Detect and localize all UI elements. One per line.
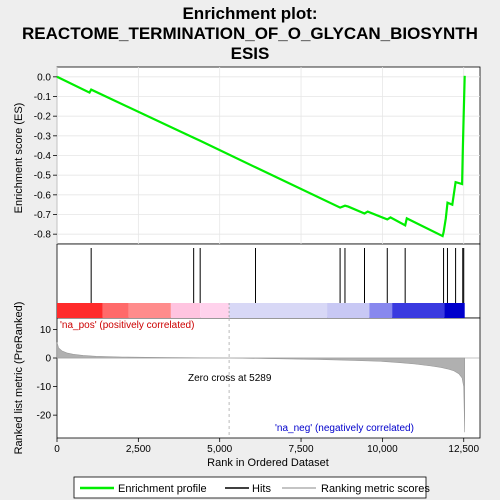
colorbar-segment bbox=[369, 303, 392, 318]
x-tick-label: 5,000 bbox=[207, 444, 232, 455]
legend-hits-label: Hits bbox=[252, 483, 271, 495]
rank-y-tick-label: -20 bbox=[37, 411, 52, 422]
es-y-tick-label: -0.7 bbox=[34, 210, 52, 221]
legend-metric-label: Ranking metric scores bbox=[321, 483, 430, 495]
colorbar-segment bbox=[327, 303, 369, 318]
rank-y-tick-label: 0 bbox=[45, 354, 51, 365]
colorbar-segment bbox=[392, 303, 444, 318]
colorbar-segment bbox=[129, 303, 171, 318]
es-y-tick-label: -0.2 bbox=[34, 112, 52, 123]
colorbar-segment bbox=[200, 303, 229, 318]
es-y-tick-label: -0.3 bbox=[34, 131, 52, 142]
rank-colorbar bbox=[57, 303, 465, 318]
legend-enrichment-label: Enrichment profile bbox=[118, 483, 207, 495]
x-tick-label: 7,500 bbox=[289, 444, 314, 455]
x-axis-label: Rank in Ordered Dataset bbox=[207, 457, 329, 469]
chart-title-line-2: REACTOME_TERMINATION_OF_O_GLYCAN_BIOSYNT… bbox=[22, 24, 478, 43]
legend: Enrichment profile Hits Ranking metric s… bbox=[74, 477, 430, 498]
rank-y-axis-label: Ranked list metric (PreRanked) bbox=[13, 302, 25, 455]
es-y-tick-label: -0.8 bbox=[34, 230, 52, 241]
es-y-tick-label: -0.1 bbox=[34, 92, 52, 103]
positive-correlation-label: 'na_pos' (positively correlated) bbox=[60, 320, 194, 331]
es-y-tick-label: -0.4 bbox=[34, 151, 52, 162]
negative-correlation-label: 'na_neg' (negatively correlated) bbox=[275, 423, 414, 434]
rank-y-tick-label: -10 bbox=[37, 382, 52, 393]
x-tick-label: 10,000 bbox=[367, 444, 398, 455]
colorbar-segment bbox=[103, 303, 129, 318]
zero-cross-label: Zero cross at 5289 bbox=[188, 373, 272, 384]
es-y-tick-label: 0.0 bbox=[37, 72, 51, 83]
colorbar-segment bbox=[444, 303, 464, 318]
chart-title-line-3: ESIS bbox=[231, 44, 270, 63]
x-tick-label: 12,500 bbox=[448, 444, 479, 455]
colorbar-segment bbox=[57, 303, 103, 318]
chart-title-line-1: Enrichment plot: bbox=[182, 4, 317, 23]
x-tick-label: 2,500 bbox=[126, 444, 151, 455]
colorbar-segment bbox=[171, 303, 200, 318]
rank-y-tick-label: 10 bbox=[40, 325, 52, 336]
es-y-tick-label: -0.6 bbox=[34, 190, 52, 201]
colorbar-segment bbox=[229, 303, 327, 318]
x-tick-label: 0 bbox=[54, 444, 60, 455]
es-y-tick-label: -0.5 bbox=[34, 171, 52, 182]
x-axis-ticks: 0 2,500 5,000 7,500 10,000 12,500 bbox=[54, 438, 479, 455]
es-y-axis-label: Enrichment score (ES) bbox=[13, 103, 25, 214]
es-y-ticks: 0.0 -0.1 -0.2 -0.3 -0.4 -0.5 -0.6 -0.7 -0.8 bbox=[34, 72, 57, 240]
